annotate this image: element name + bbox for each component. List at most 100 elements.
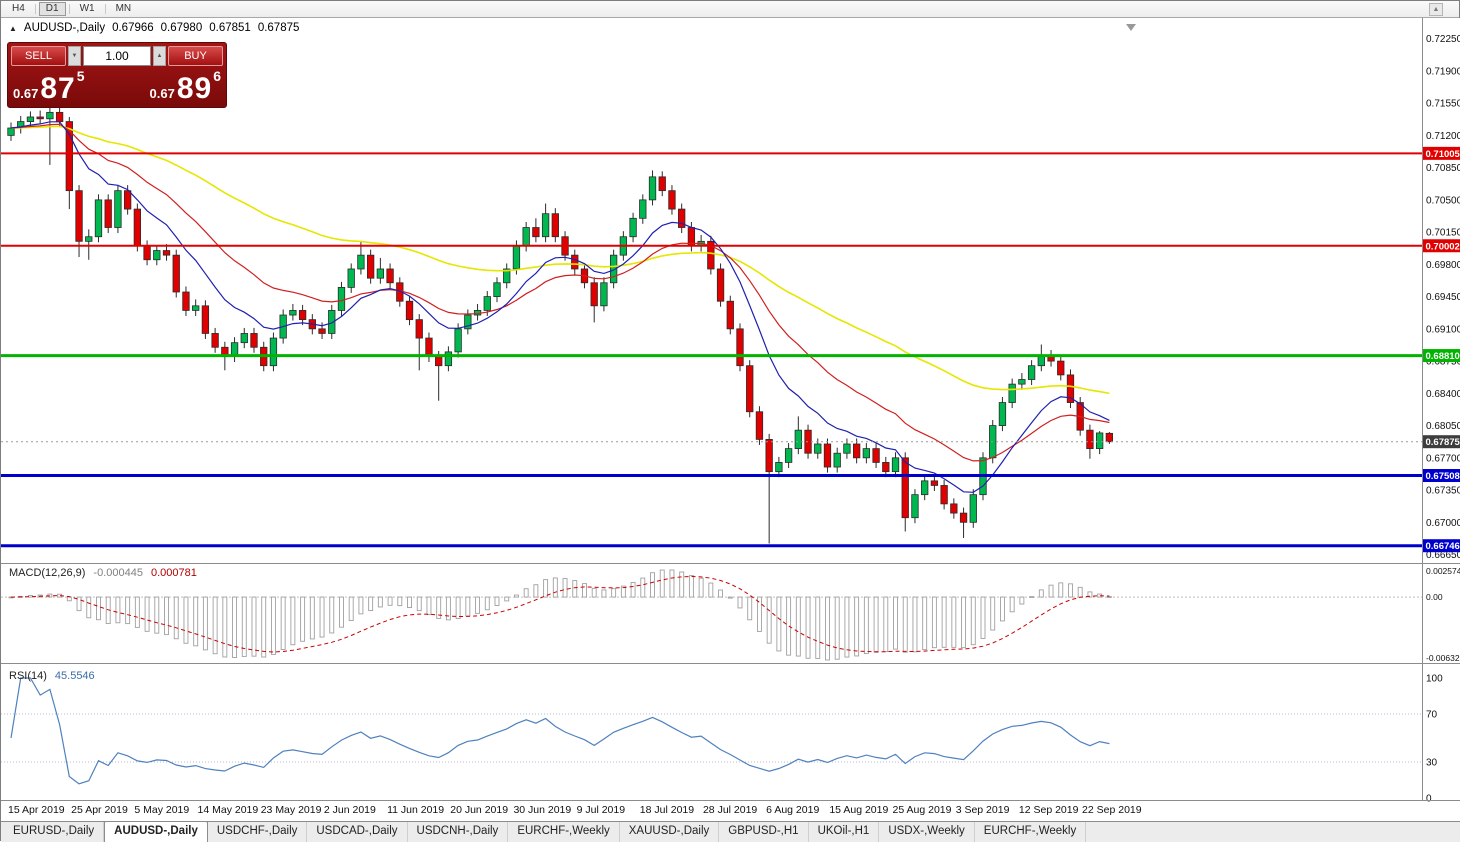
svg-text:0.72250: 0.72250	[1426, 34, 1460, 45]
svg-text:0.66746: 0.66746	[1426, 541, 1460, 552]
svg-text:15 Aug 2019: 15 Aug 2019	[829, 804, 888, 816]
svg-text:0.67700: 0.67700	[1426, 453, 1460, 464]
sell-price-big: 87	[40, 74, 75, 104]
one-click-trading-panel: SELL ▼ ▲ BUY 0.67 87 5 0.67 89 6	[7, 42, 227, 108]
volume-decrease-button[interactable]: ▼	[68, 46, 81, 66]
volume-increase-button[interactable]: ▲	[153, 46, 166, 66]
candles-layer	[8, 107, 1113, 544]
caret-down-icon: ▼	[72, 53, 78, 59]
rsi-line	[11, 678, 1109, 784]
one-click-toggle-icon[interactable]: ▲	[9, 24, 17, 33]
svg-text:12 Sep 2019: 12 Sep 2019	[1019, 804, 1079, 816]
chart-title: ▲ AUDUSD-,Daily 0.67966 0.67980 0.67851 …	[9, 22, 299, 34]
buy-price-big: 89	[177, 74, 212, 104]
chart-area[interactable]: 0.72250 0.71900 0.71550 0.71200 0.70850 0.705…	[1, 18, 1460, 821]
svg-text:28 Jul 2019: 28 Jul 2019	[703, 804, 757, 816]
svg-text:0.69800: 0.69800	[1426, 260, 1460, 271]
high-value: 0.67980	[161, 22, 203, 34]
chart-tab[interactable]: USDX-,Weekly	[879, 822, 974, 842]
sell-button[interactable]: SELL	[11, 46, 66, 66]
svg-text:30: 30	[1426, 758, 1438, 769]
chart-tab[interactable]: AUDUSD-,Daily	[104, 821, 208, 842]
svg-text:18 Jul 2019: 18 Jul 2019	[640, 804, 694, 816]
symbol-label: AUDUSD-,Daily	[24, 22, 105, 34]
svg-text:0.67508: 0.67508	[1426, 471, 1460, 482]
svg-text:0.00: 0.00	[1426, 592, 1443, 602]
price-axis[interactable]: 0.72250 0.71900 0.71550 0.71200 0.70850 0.705…	[1426, 34, 1460, 561]
svg-text:0.67350: 0.67350	[1426, 486, 1460, 497]
moving-average-10	[11, 122, 1109, 493]
buy-price-quote[interactable]: 0.67 89 6	[150, 68, 221, 104]
timeframe-button-h4[interactable]: H4	[5, 2, 32, 16]
svg-text:0.71550: 0.71550	[1426, 99, 1460, 110]
chart-tab[interactable]: GBPUSD-,H1	[719, 822, 808, 842]
svg-text:5 May 2019: 5 May 2019	[134, 804, 189, 816]
svg-text:0.68810: 0.68810	[1426, 351, 1460, 362]
svg-text:0.70002: 0.70002	[1426, 241, 1460, 252]
svg-text:25 Apr 2019: 25 Apr 2019	[71, 804, 128, 816]
svg-text:3 Sep 2019: 3 Sep 2019	[956, 804, 1010, 816]
toolbar-separator	[105, 4, 106, 14]
chart-tab[interactable]: UKOil-,H1	[809, 822, 880, 842]
svg-text:0.68050: 0.68050	[1426, 421, 1460, 432]
chart-tab[interactable]: USDCAD-,Daily	[307, 822, 407, 842]
rsi-value: 45.5546	[55, 670, 95, 682]
svg-text:0.67000: 0.67000	[1426, 518, 1460, 529]
chart-tab[interactable]: USDCNH-,Daily	[408, 822, 509, 842]
svg-text:0: 0	[1426, 794, 1432, 805]
chart-tab[interactable]: EURCHF-,Weekly	[975, 822, 1086, 842]
buy-button[interactable]: BUY	[168, 46, 223, 66]
sell-price-pip: 5	[77, 68, 85, 84]
svg-text:14 May 2019: 14 May 2019	[198, 804, 259, 816]
svg-text:15 Apr 2019: 15 Apr 2019	[8, 804, 65, 816]
svg-text:0.69450: 0.69450	[1426, 292, 1460, 303]
svg-text:23 May 2019: 23 May 2019	[261, 804, 322, 816]
rsi-indicator-label: RSI(14) 45.5546	[9, 670, 95, 682]
timeframe-button-w1[interactable]: W1	[73, 2, 102, 16]
chart-tab[interactable]: EURCHF-,Weekly	[508, 822, 619, 842]
svg-text:25 Aug 2019: 25 Aug 2019	[893, 804, 952, 816]
chart-scroll-button[interactable]: ▲	[1429, 3, 1443, 16]
open-value: 0.67966	[112, 22, 154, 34]
svg-text:70: 70	[1426, 710, 1438, 721]
svg-text:9 Jul 2019: 9 Jul 2019	[577, 804, 626, 816]
buy-price-prefix: 0.67	[150, 86, 175, 101]
svg-text:22 Sep 2019: 22 Sep 2019	[1082, 804, 1142, 816]
svg-text:0.71900: 0.71900	[1426, 66, 1460, 77]
macd-main-value: -0.000445	[93, 567, 143, 579]
macd-signal-value: 0.000781	[151, 567, 197, 579]
chart-tab[interactable]: EURUSD-,Daily	[4, 822, 104, 842]
svg-text:0.68400: 0.68400	[1426, 389, 1460, 400]
macd-indicator-label: MACD(12,26,9) -0.000445 0.000781	[9, 567, 197, 579]
sell-price-quote[interactable]: 0.67 87 5	[13, 68, 84, 104]
close-value: 0.67875	[258, 22, 300, 34]
svg-text:30 Jun 2019: 30 Jun 2019	[513, 804, 571, 816]
svg-text:0.71200: 0.71200	[1426, 131, 1460, 142]
svg-text:2 Jun 2019: 2 Jun 2019	[324, 804, 376, 816]
svg-text:20 Jun 2019: 20 Jun 2019	[450, 804, 508, 816]
low-value: 0.67851	[209, 22, 251, 34]
svg-text:0.69100: 0.69100	[1426, 324, 1460, 335]
svg-text:0.70150: 0.70150	[1426, 228, 1460, 239]
timeframe-button-mn[interactable]: MN	[109, 2, 139, 16]
chart-tab[interactable]: USDCHF-,Daily	[208, 822, 308, 842]
rsi-name: RSI(14)	[9, 670, 47, 682]
chart-shift-marker[interactable]	[1126, 24, 1136, 31]
svg-text:0.70850: 0.70850	[1426, 163, 1460, 174]
price-chart-canvas[interactable]: 0.72250 0.71900 0.71550 0.71200 0.70850 0.705…	[1, 18, 1460, 821]
caret-up-icon: ▲	[157, 53, 163, 59]
time-axis[interactable]: 15 Apr 2019 25 Apr 2019 5 May 2019 14 May 2…	[8, 804, 1142, 816]
svg-text:0.70500: 0.70500	[1426, 195, 1460, 206]
macd-name: MACD(12,26,9)	[9, 567, 85, 579]
svg-text:0.71005: 0.71005	[1426, 149, 1460, 160]
svg-text:0.67875: 0.67875	[1426, 437, 1460, 448]
chart-tab[interactable]: XAUUSD-,Daily	[620, 822, 720, 842]
volume-input[interactable]	[83, 46, 151, 66]
svg-text:-0.0063265: -0.0063265	[1426, 653, 1460, 663]
timeframe-buttons: H4 D1 W1 MN	[5, 2, 138, 16]
svg-text:0.0025745: 0.0025745	[1426, 566, 1460, 576]
toolbar-separator	[35, 4, 36, 14]
timeframe-button-d1[interactable]: D1	[39, 2, 66, 16]
